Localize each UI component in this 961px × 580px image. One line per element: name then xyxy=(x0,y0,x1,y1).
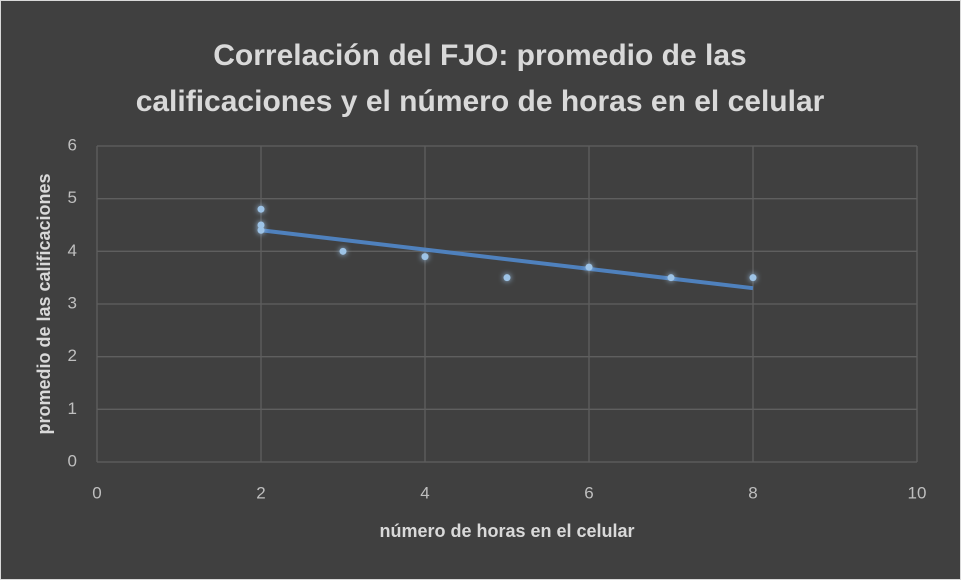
data-point xyxy=(503,274,511,282)
data-point xyxy=(749,274,757,282)
y-tick-label: 3 xyxy=(68,293,77,312)
data-point xyxy=(421,253,429,261)
y-tick-label: 4 xyxy=(68,241,77,260)
x-tick-label: 4 xyxy=(420,483,429,502)
y-tick-label: 2 xyxy=(68,346,77,365)
x-axis-label: número de horas en el celular xyxy=(379,521,634,541)
chart-title: Correlación del FJO: promedio de las xyxy=(213,39,746,72)
data-point xyxy=(257,205,265,213)
y-tick-label: 0 xyxy=(68,451,77,470)
data-point xyxy=(667,274,675,282)
y-tick-label: 1 xyxy=(68,399,77,418)
chart-title: calificaciones y el número de horas en e… xyxy=(136,85,825,118)
x-tick-label: 0 xyxy=(92,483,101,502)
data-point xyxy=(257,221,265,229)
x-tick-label: 10 xyxy=(908,483,927,502)
x-tick-label: 6 xyxy=(584,483,593,502)
x-tick-label: 2 xyxy=(256,483,265,502)
data-point xyxy=(585,263,593,271)
x-tick-label: 8 xyxy=(748,483,757,502)
y-tick-label: 6 xyxy=(68,135,77,154)
data-point xyxy=(257,226,265,234)
data-point xyxy=(339,247,347,255)
y-tick-label: 5 xyxy=(68,188,77,207)
y-axis-label: promedio de las calificaciones xyxy=(34,173,54,434)
